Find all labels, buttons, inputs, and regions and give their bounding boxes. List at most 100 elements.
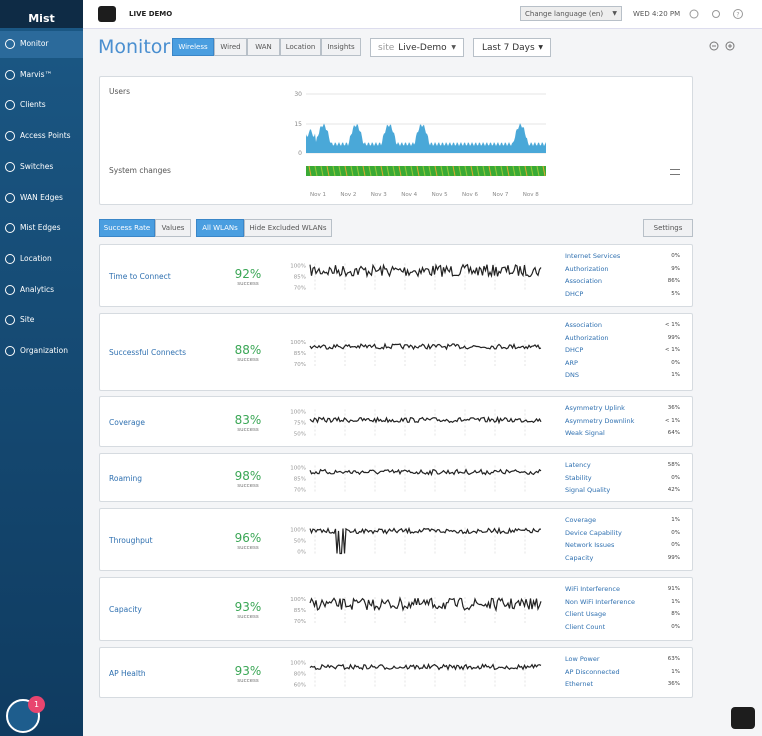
- factor-label[interactable]: ARP: [565, 358, 578, 367]
- menu-item[interactable]: Marvis™: [0, 62, 83, 89]
- tab[interactable]: Location: [280, 38, 321, 56]
- factor-label[interactable]: Non WiFi Interference: [565, 597, 636, 606]
- axis-label: 100%: [290, 340, 306, 346]
- factor-label[interactable]: DNS: [565, 371, 579, 380]
- factor-label[interactable]: Internet Services: [565, 252, 621, 260]
- factor-label[interactable]: Association: [565, 321, 603, 329]
- menu-item[interactable]: WAN Edges: [0, 185, 83, 212]
- top-icons[interactable]: ?: [688, 8, 758, 22]
- language-select[interactable]: Change language (en) ▼: [520, 6, 622, 21]
- toggle[interactable]: Hide Excluded WLANs: [244, 219, 332, 237]
- factor-label[interactable]: Signal Quality: [565, 486, 611, 495]
- axis-label: 70%: [294, 362, 306, 368]
- help-book[interactable]: [6, 699, 40, 733]
- change-mark: [368, 165, 372, 177]
- menu-item[interactable]: Location: [0, 246, 83, 273]
- axis-label: 80%: [294, 672, 306, 678]
- factor-share: 0%: [671, 529, 680, 536]
- org-logo: [98, 6, 116, 22]
- factor-label[interactable]: Client Usage: [565, 610, 607, 619]
- factor-label[interactable]: Asymmetry Downlink: [565, 416, 635, 425]
- sle-name[interactable]: Coverage: [109, 417, 145, 427]
- site-name: Live-Demo: [398, 42, 447, 53]
- clock: WED 4:20 PM: [633, 10, 681, 18]
- chat-bot[interactable]: [731, 707, 755, 729]
- sle-caption: success: [237, 614, 259, 620]
- factor-label[interactable]: DHCP: [565, 289, 584, 298]
- menu-icon: [5, 131, 15, 142]
- axis-label: 85%: [294, 275, 306, 281]
- axis-label: 100%: [290, 597, 306, 603]
- change-mark: [440, 165, 444, 177]
- axis-label: 50%: [294, 539, 306, 545]
- zoom-icons[interactable]: [708, 40, 740, 54]
- sle-name[interactable]: Capacity: [109, 605, 142, 614]
- factor-label[interactable]: Authorization: [565, 333, 609, 342]
- factor-label[interactable]: Client Count: [565, 622, 606, 631]
- factor-label[interactable]: DHCP: [565, 346, 584, 355]
- tab[interactable]: Insights: [321, 38, 361, 56]
- toggle[interactable]: Success Rate: [99, 219, 155, 237]
- change-mark: [494, 165, 498, 177]
- icon-shape: [5, 192, 15, 203]
- menu-item[interactable]: Access Points: [0, 123, 83, 150]
- tab[interactable]: WAN: [247, 38, 280, 56]
- x-tick-label: Nov 3: [371, 192, 387, 198]
- factor-label[interactable]: Ethernet: [565, 680, 593, 689]
- sparkline: 100% 85% 70%: [290, 596, 542, 625]
- factor-share: 8%: [671, 611, 680, 618]
- axis-label: 100%: [290, 466, 306, 472]
- factor-label[interactable]: Device Capability: [565, 528, 622, 537]
- sle-name[interactable]: Successful Connects: [109, 348, 186, 357]
- factor-share: 0%: [671, 253, 680, 259]
- factor-share: 63%: [667, 656, 680, 662]
- site-select[interactable]: site Live-Demo ▼: [370, 38, 464, 57]
- menu-item[interactable]: Analytics: [0, 277, 83, 304]
- change-mark: [512, 165, 516, 177]
- menu-item[interactable]: Site: [0, 307, 83, 334]
- menu-item[interactable]: Clients: [0, 92, 83, 119]
- icon-shape: [5, 100, 15, 111]
- sle-value: 98%: [234, 468, 262, 483]
- axis-label: 100%: [290, 410, 306, 416]
- factor-label[interactable]: Asymmetry Uplink: [565, 404, 625, 412]
- menu-item[interactable]: Switches: [0, 154, 83, 181]
- sle-name[interactable]: Roaming: [109, 473, 142, 483]
- change-mark: [434, 165, 438, 177]
- factor-label[interactable]: Association: [565, 277, 603, 286]
- sle-name[interactable]: Throughput: [109, 535, 153, 545]
- sle-name[interactable]: Time to Connect: [109, 271, 171, 281]
- page-title: Monitor: [98, 36, 171, 58]
- sle-name[interactable]: AP Health: [109, 668, 146, 678]
- settings-button[interactable]: Settings: [643, 219, 693, 237]
- factor-label[interactable]: Capacity: [565, 553, 594, 562]
- menu-icon: [5, 223, 15, 234]
- sle-panel: Capacity 93% success 100% 85% 70% WiFi Interfe…: [99, 577, 693, 641]
- factor-label[interactable]: Latency: [565, 461, 591, 469]
- icon-shape: [5, 346, 15, 356]
- sparkline-path: [309, 526, 542, 555]
- tab[interactable]: Wireless: [172, 38, 214, 56]
- factor-label[interactable]: Network Issues: [565, 541, 615, 550]
- icon-shape: [5, 39, 15, 49]
- toggle[interactable]: Values: [155, 219, 191, 237]
- factor-label[interactable]: AP Disconnected: [565, 667, 620, 676]
- factor-label[interactable]: Weak Signal: [565, 429, 605, 438]
- tab[interactable]: Wired: [214, 38, 247, 56]
- factor-label[interactable]: Coverage: [565, 516, 597, 524]
- menu-label: WAN Edges: [20, 192, 63, 202]
- factor-label[interactable]: Low Power: [565, 655, 600, 663]
- axis-label: 75%: [294, 421, 306, 427]
- toggle[interactable]: All WLANs: [196, 219, 244, 237]
- icon-shape: [5, 253, 15, 264]
- factor-label[interactable]: WiFi Interference: [565, 585, 620, 593]
- factor-share: 64%: [667, 430, 680, 437]
- menu-icon: [5, 100, 15, 111]
- menu-item[interactable]: Monitor: [0, 31, 83, 58]
- change-mark: [506, 165, 510, 177]
- range-select[interactable]: Last 7 Days ▼: [473, 38, 551, 57]
- menu-item[interactable]: Mist Edges: [0, 215, 83, 242]
- factor-label[interactable]: Authorization: [565, 264, 609, 273]
- factor-label[interactable]: Stability: [565, 473, 592, 482]
- menu-item[interactable]: Organization: [0, 338, 83, 365]
